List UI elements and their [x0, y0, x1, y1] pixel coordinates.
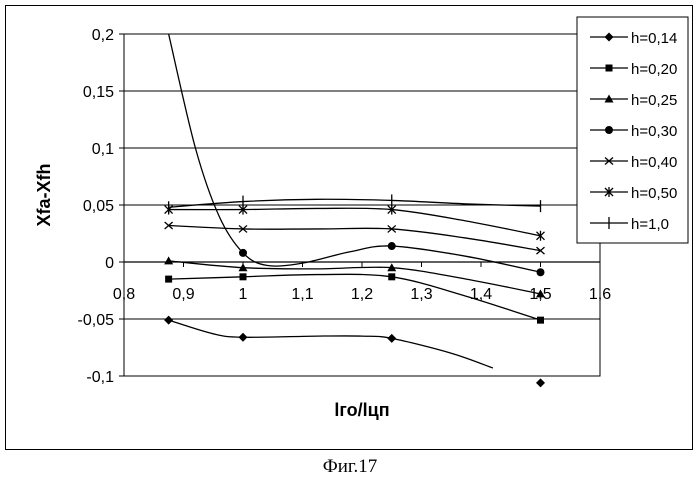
legend-marker	[605, 126, 613, 134]
series-line-4	[169, 226, 541, 251]
data-point-0-0	[164, 316, 173, 325]
y-tick-label: 0	[105, 255, 114, 272]
y-tick-label: 0,2	[92, 27, 114, 44]
data-point-1-0	[165, 276, 172, 283]
x-tick-label: 1,2	[351, 286, 373, 303]
data-point-3-0	[239, 249, 247, 257]
legend-label: h=0,30	[631, 123, 677, 140]
legend-label: h=0,25	[631, 92, 677, 109]
y-tick-label: 0,15	[83, 84, 114, 101]
series-line-5	[169, 208, 541, 236]
legend: h=0,14 h=0,20 h=0,25 h=0,30 h=0,40 h=0,50 h=1,…	[577, 17, 688, 243]
legend-label: h=0,20	[631, 61, 677, 78]
figure-caption: Фиг.17	[0, 456, 700, 478]
legend-label: h=0,40	[631, 154, 677, 171]
data-point-2-0	[164, 256, 173, 264]
data-point-0-3	[536, 378, 545, 387]
x-tick-label: 1	[239, 286, 248, 303]
data-point-3-2	[537, 268, 545, 276]
series-line-6	[169, 199, 541, 207]
legend-label: h=1,0	[631, 216, 669, 233]
x-tick-label: 0,8	[113, 286, 135, 303]
data-point-3-1	[388, 242, 396, 250]
y-axis-label: Xfa-Xfh	[34, 164, 54, 227]
series-line-0	[169, 320, 493, 368]
series-curves	[169, 34, 541, 368]
series-line-3	[169, 34, 541, 272]
x-axis-label: lго/lцп	[334, 400, 389, 420]
x-tick-label: 0,9	[172, 286, 194, 303]
legend-marker	[606, 65, 613, 72]
data-point-1-1	[240, 273, 247, 280]
x-tick-label: 1,1	[291, 286, 313, 303]
y-tick-label: -0,05	[78, 312, 115, 329]
x-tick-label: 1,3	[410, 286, 432, 303]
y-tick-label: 0,05	[83, 198, 114, 215]
x-tick-label: 1,6	[589, 286, 611, 303]
legend-label: h=0,50	[631, 185, 677, 202]
data-point-0-1	[239, 333, 248, 342]
y-tick-label: -0,1	[86, 369, 114, 386]
data-point-1-3	[537, 317, 544, 324]
y-tick-label: 0,1	[92, 141, 114, 158]
data-point-0-2	[387, 334, 396, 343]
data-point-1-2	[388, 273, 395, 280]
legend-label: h=0,14	[631, 30, 677, 47]
